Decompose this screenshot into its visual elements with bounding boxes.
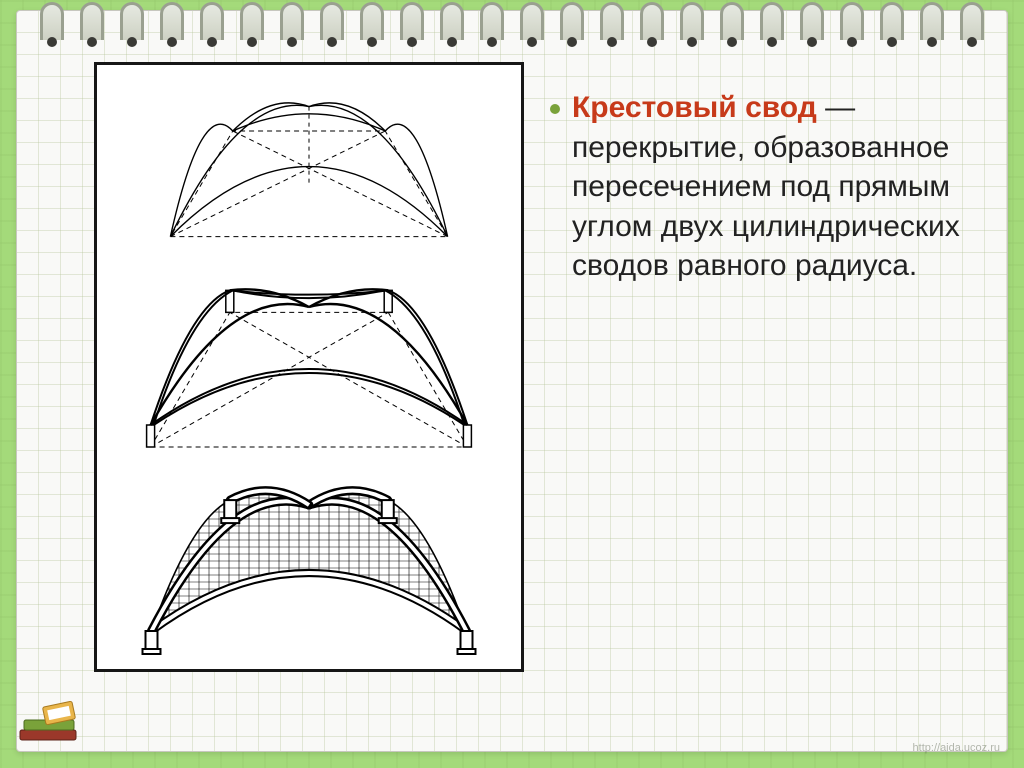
text-column: Крестовый свод — перекрытие, образованно… — [550, 52, 990, 734]
site-credit: http://aida.ucoz.ru — [913, 742, 1000, 754]
bullet-item: Крестовый свод — перекрытие, образованно… — [550, 88, 980, 286]
definition-text: Крестовый свод — перекрытие, образованно… — [572, 88, 980, 286]
vault-figure-panel — [94, 62, 524, 672]
term: Крестовый свод — [572, 91, 817, 124]
books-icon — [18, 700, 80, 752]
slide-content: Крестовый свод — перекрытие, образованно… — [34, 52, 990, 734]
bullet-dot — [550, 104, 560, 114]
